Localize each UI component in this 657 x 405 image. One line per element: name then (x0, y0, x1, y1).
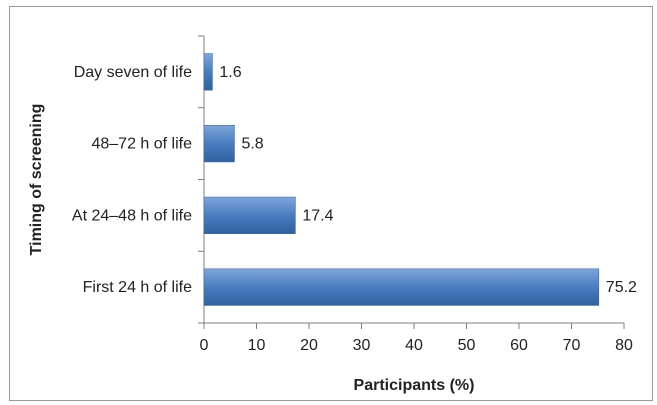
x-tick-label: 20 (300, 337, 318, 354)
bar (203, 125, 235, 163)
x-tick-label: 30 (353, 337, 371, 354)
bar-value-label: 1.6 (219, 64, 241, 81)
label-group: 0 10 20 30 40 50 60 70 80 First 24 h of life 75.2 A… (72, 64, 637, 354)
bar-value-label: 5.8 (241, 136, 263, 153)
x-axis-title: Participants (%) (354, 377, 475, 394)
bar-value-label: 17.4 (302, 207, 333, 224)
x-tick-label: 10 (248, 337, 266, 354)
x-tick-label: 50 (458, 337, 476, 354)
bar (203, 196, 296, 234)
y-category-label: First 24 h of life (83, 279, 192, 296)
x-tick-label: 80 (615, 337, 633, 354)
y-category-label: Day seven of life (74, 64, 192, 81)
bar (203, 53, 213, 91)
bar (203, 268, 600, 306)
bar-group (203, 53, 600, 306)
y-category-label: At 24–48 h of life (72, 207, 192, 224)
x-tick-label: 70 (563, 337, 581, 354)
y-category-label: 48–72 h of life (91, 136, 192, 153)
x-tick-label: 60 (510, 337, 528, 354)
y-axis-title: Timing of screening (28, 104, 45, 256)
chart-frame (9, 6, 653, 401)
x-tick-label: 0 (200, 337, 209, 354)
bar-value-label: 75.2 (606, 279, 637, 296)
x-tick-label: 40 (405, 337, 423, 354)
